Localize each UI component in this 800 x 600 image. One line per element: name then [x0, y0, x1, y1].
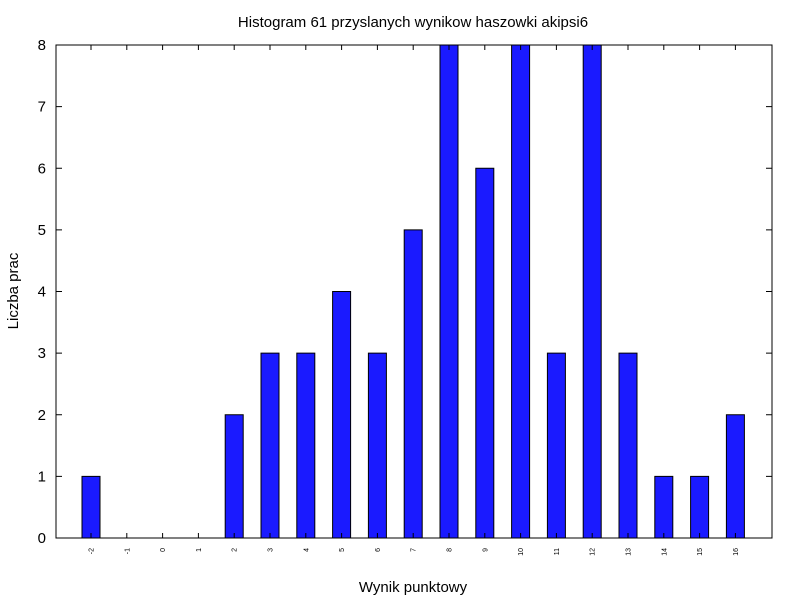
y-tick-label-1: 1	[38, 468, 46, 485]
bar-9	[475, 167, 495, 539]
bar-3	[260, 352, 280, 539]
x-tick-label-6: 6	[375, 548, 382, 552]
bar-14	[654, 475, 674, 539]
y-tick-label-4: 4	[38, 284, 46, 301]
x-tick-label-8: 8	[447, 548, 454, 552]
x-tick-label-13: 13	[626, 548, 633, 556]
x-tick-label-7: 7	[411, 548, 418, 552]
y-tick-label-6: 6	[38, 160, 46, 177]
x-tick-label-12: 12	[590, 548, 597, 556]
y-axis: 0 1 2 3 4 5 6 7 8	[38, 37, 772, 547]
x-tick-label-15: 15	[697, 548, 704, 556]
bar-16	[725, 414, 745, 539]
x-tick-label-14: 14	[661, 548, 668, 556]
bar-13	[618, 352, 638, 539]
x-tick-label-4: 4	[303, 548, 310, 552]
x-tick-label-11: 11	[554, 548, 561, 555]
x-tick-label-3: 3	[268, 548, 275, 552]
x-tick-label-0: 0	[160, 548, 167, 552]
bar-6	[367, 352, 387, 539]
x-tick-label-1: 1	[196, 548, 203, 552]
y-axis-label: Liczba prac	[5, 252, 22, 329]
bars-group	[81, 44, 745, 539]
x-tick-label-9: 9	[482, 548, 489, 552]
bar-4	[296, 352, 316, 539]
y-tick-label-3: 3	[38, 345, 46, 362]
bar-12	[582, 44, 602, 539]
bar-7	[403, 229, 423, 539]
y-tick-label-5: 5	[38, 222, 46, 239]
x-tick-label-2: 2	[232, 548, 239, 552]
x-axis-label: Wynik punktowy	[359, 579, 468, 596]
bar-10	[511, 44, 531, 539]
chart-title: Histogram 61 przyslanych wynikow haszowk…	[238, 14, 588, 31]
y-tick-label-7: 7	[38, 99, 46, 116]
bar-5	[332, 291, 352, 539]
bar-15	[690, 475, 710, 539]
y-tick-label-2: 2	[38, 407, 46, 424]
bar-8	[439, 44, 459, 539]
x-tick-label-16: 16	[733, 548, 740, 556]
y-tick-label-8: 8	[38, 37, 46, 54]
x-tick-label--1: -1	[124, 548, 131, 554]
bar-11	[546, 352, 566, 539]
bar--2	[81, 475, 101, 539]
x-tick-label-10: 10	[518, 548, 525, 556]
x-axis: -2 -1 0 1 2 3 4 5 6 7 8 9 10 11 12 13 14 15 16	[89, 45, 740, 556]
y-tick-label-0: 0	[38, 530, 46, 547]
bar-2	[224, 414, 244, 539]
x-tick-label-5: 5	[339, 548, 346, 552]
x-tick-label--2: -2	[89, 548, 96, 554]
